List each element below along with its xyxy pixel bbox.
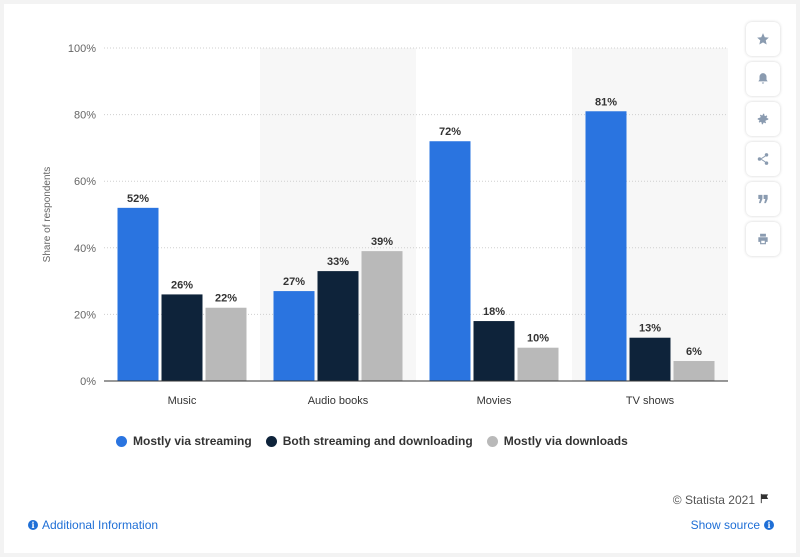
data-label: 18% [483,306,505,318]
y-tick-label: 60% [74,176,96,188]
bell-icon [758,73,768,84]
statista-credit[interactable]: © Statista 2021 [673,493,770,507]
share-icon [757,153,769,165]
notification-button[interactable] [746,62,780,96]
cite-button[interactable] [746,182,780,216]
bar[interactable] [517,347,559,381]
x-tick-label: Audio books [308,395,369,407]
chart-card: 0% 20% 40% 60% 80% 100% 52% 26% 22% 27% 33% 39% 72%… [4,4,796,553]
bar[interactable] [361,251,403,381]
gear-icon [757,113,769,125]
legend-label-downloads: Mostly via downloads [503,434,628,448]
additional-information-link[interactable]: i Additional Information [28,518,158,532]
bar[interactable] [585,111,627,382]
legend-label-both: Both streaming and downloading [282,434,473,448]
data-label: 22% [215,293,237,305]
favorite-button[interactable] [746,22,780,56]
data-label: 81% [595,96,617,108]
y-tick-label: 20% [74,309,96,321]
y-tick-label: 100% [68,43,96,55]
bar[interactable] [317,271,359,381]
credit-text: © Statista 2021 [672,493,755,507]
y-tick-label: 80% [74,110,96,122]
data-label: 27% [283,276,305,288]
bar[interactable] [629,337,671,381]
data-label: 52% [127,193,149,205]
y-tick-label: 0% [80,376,96,388]
additional-information-label: Additional Information [42,518,159,532]
x-tick-label: Music [168,395,197,407]
y-tick-label: 40% [74,243,96,255]
x-tick-label: TV shows [626,395,675,407]
legend-label-streaming: Mostly via streaming [133,434,252,448]
bar-chart: 0% 20% 40% 60% 80% 100% 52% 26% 22% 27% 33% 39% 72%… [42,43,728,407]
legend-item-downloads[interactable]: Mostly via downloads [486,434,628,448]
print-icon [758,233,768,245]
legend-dot-downloads [486,435,498,447]
data-label: 13% [639,323,661,335]
legend-item-streaming[interactable]: Mostly via streaming [116,434,252,448]
legend-item-both[interactable]: Both streaming and downloading [265,434,473,448]
bar[interactable] [273,291,315,381]
bar[interactable] [161,294,203,381]
y-axis-ticks: 0% 20% 40% 60% 80% 100% [68,43,96,388]
bar[interactable] [473,321,515,381]
info-icon: i [764,520,774,530]
data-labels: 52% 26% 22% 27% 33% 39% 72% 18% 10% 81% 13% 6% [127,96,702,358]
legend-dot-streaming [116,435,127,447]
legend-dot-both [265,435,277,447]
bar[interactable] [673,361,715,381]
data-label: 26% [171,279,193,291]
y-axis-title: Share of respondents [42,167,53,263]
data-label: 33% [327,256,349,268]
data-label: 10% [527,333,549,345]
star-icon [757,33,769,45]
quote-icon [758,194,768,204]
chart-toolbar [746,22,782,256]
info-icon: i [28,520,38,530]
flag-icon [759,493,770,507]
settings-button[interactable] [746,102,780,136]
print-button[interactable] [746,222,780,256]
x-tick-label: Movies [477,395,512,407]
bar[interactable] [205,307,247,381]
data-label: 39% [371,236,393,248]
data-label: 72% [439,126,461,138]
x-axis-ticks: Music Audio books Movies TV shows [168,395,675,407]
data-label: 6% [686,346,702,358]
bar[interactable] [429,141,471,381]
show-source-label: Show source [690,518,760,532]
share-button[interactable] [746,142,780,176]
bars [117,111,715,382]
show-source-link[interactable]: Show source i [691,518,774,532]
bar[interactable] [117,207,159,381]
legend: Mostly via streaming Both streaming and … [116,434,628,448]
